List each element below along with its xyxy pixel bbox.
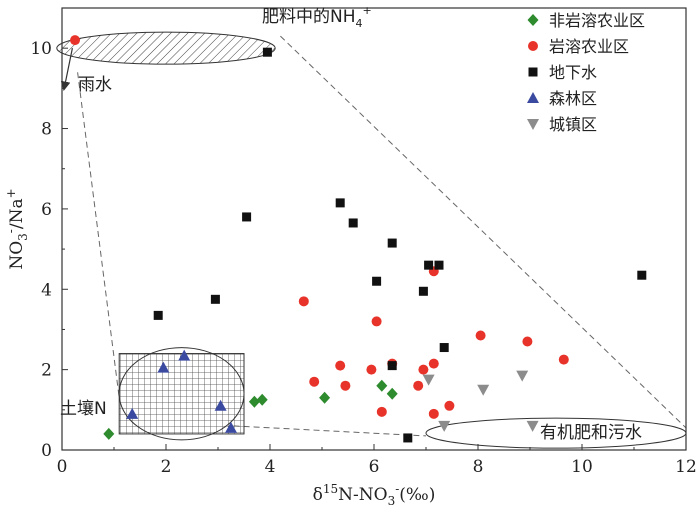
legend-marker bbox=[527, 92, 539, 103]
data-marks bbox=[70, 35, 647, 443]
data-point bbox=[413, 380, 424, 391]
y-tick-label: 4 bbox=[41, 280, 52, 300]
data-point bbox=[319, 391, 331, 404]
x-tick-label: 4 bbox=[265, 457, 276, 477]
data-point bbox=[178, 349, 191, 361]
data-point bbox=[418, 364, 429, 375]
envelope-line-right bbox=[280, 35, 687, 429]
data-point bbox=[309, 376, 320, 387]
data-point bbox=[477, 384, 490, 396]
fertilizer-region bbox=[56, 31, 276, 65]
data-point bbox=[298, 296, 309, 307]
data-point bbox=[372, 276, 382, 286]
legend-marker bbox=[528, 67, 538, 77]
annotation-rainwater: 雨水 bbox=[78, 75, 112, 95]
data-point bbox=[428, 358, 439, 369]
soil-n-grid bbox=[118, 353, 245, 435]
data-point bbox=[516, 370, 529, 382]
data-point bbox=[386, 387, 398, 400]
data-point bbox=[418, 286, 428, 296]
y-tick-label: 10 bbox=[30, 39, 52, 59]
axes: 0 2 4 6 8 10 12 0 2 4 6 8 10 δ15N-NO3-(‰) NO3-/Na+ bbox=[4, 7, 697, 508]
data-point bbox=[403, 433, 413, 443]
data-point bbox=[366, 364, 377, 375]
legend-marker bbox=[527, 119, 539, 130]
legend-label: 非岩溶农业区 bbox=[549, 11, 645, 30]
y-axis-label: NO3-/Na+ bbox=[4, 188, 30, 269]
data-point bbox=[475, 330, 486, 341]
data-point bbox=[248, 395, 260, 408]
annotation-soil-n: 土壤N bbox=[60, 398, 107, 419]
data-point bbox=[387, 238, 397, 248]
legend-marker bbox=[527, 14, 539, 26]
data-point bbox=[126, 407, 139, 419]
legend-label: 岩溶农业区 bbox=[549, 37, 629, 56]
data-point bbox=[434, 260, 444, 270]
data-point bbox=[335, 198, 345, 208]
x-tick-label: 10 bbox=[571, 457, 593, 477]
data-point bbox=[348, 218, 358, 228]
data-point bbox=[153, 310, 163, 320]
data-point bbox=[439, 343, 449, 353]
legend-marker bbox=[528, 41, 538, 51]
x-tick-label: 8 bbox=[473, 457, 484, 477]
data-point bbox=[70, 35, 80, 46]
series-2 bbox=[153, 47, 647, 443]
y-tick-label: 6 bbox=[41, 200, 52, 220]
y-tick-label: 0 bbox=[41, 441, 52, 461]
data-point bbox=[428, 408, 439, 419]
soil-n-region bbox=[118, 347, 245, 441]
series-4 bbox=[422, 370, 539, 432]
data-point bbox=[438, 420, 451, 432]
legend-label: 城镇区 bbox=[549, 115, 597, 134]
data-point bbox=[157, 361, 170, 373]
x-tick-label: 12 bbox=[675, 457, 697, 477]
data-point bbox=[376, 379, 388, 392]
data-point bbox=[340, 380, 351, 391]
y-tick-label: 2 bbox=[41, 361, 52, 381]
annotation-manure-sewage: 有机肥和污水 bbox=[540, 423, 642, 443]
data-point bbox=[522, 336, 533, 347]
data-point bbox=[526, 420, 539, 432]
data-point bbox=[210, 294, 220, 304]
data-point bbox=[387, 361, 397, 371]
series-1 bbox=[70, 35, 569, 419]
source-regions bbox=[56, 31, 687, 449]
legend-label: 森林区 bbox=[549, 89, 597, 108]
data-point bbox=[424, 260, 434, 270]
x-axis-label: δ15N-NO3-(‰) bbox=[313, 482, 436, 508]
data-point bbox=[376, 406, 387, 417]
data-point bbox=[637, 270, 647, 280]
data-point bbox=[444, 400, 455, 411]
x-tick-label: 6 bbox=[369, 457, 380, 477]
data-point bbox=[335, 360, 346, 371]
data-point bbox=[242, 212, 252, 222]
annotation-fertilizer: 肥料中的NH4+ bbox=[262, 4, 372, 30]
envelope-line-left bbox=[77, 72, 120, 398]
data-point bbox=[558, 354, 569, 365]
data-point bbox=[262, 47, 272, 57]
x-tick-label: 0 bbox=[57, 457, 68, 477]
envelope-line-bottom bbox=[233, 425, 427, 437]
data-point bbox=[256, 393, 268, 406]
series-0 bbox=[103, 379, 398, 440]
legend-label: 地下水 bbox=[549, 63, 597, 82]
series-3 bbox=[126, 349, 237, 433]
data-point bbox=[103, 427, 115, 440]
data-point bbox=[225, 421, 237, 433]
data-point bbox=[371, 316, 382, 327]
x-tick-label: 2 bbox=[161, 457, 172, 477]
data-point bbox=[214, 399, 227, 411]
rainwater-arrow bbox=[60, 48, 73, 92]
data-point bbox=[422, 374, 435, 386]
y-tick-label: 8 bbox=[41, 120, 52, 140]
